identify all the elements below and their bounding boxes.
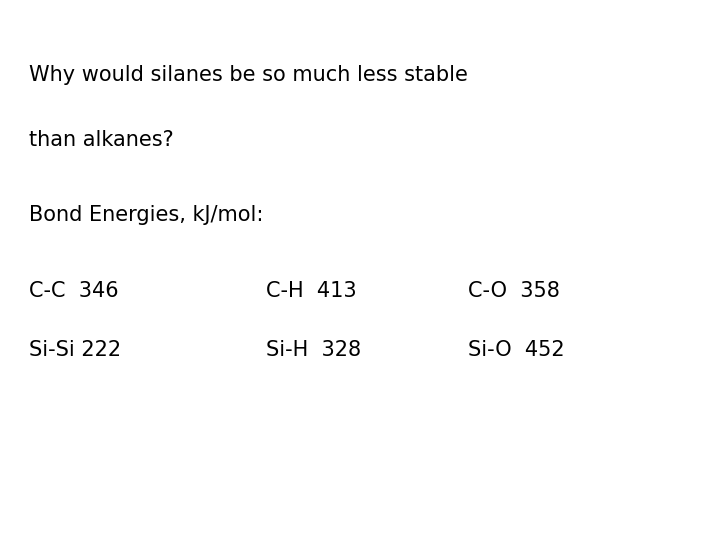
Text: Si-O  452: Si-O 452 (468, 340, 564, 360)
Text: Si-H  328: Si-H 328 (266, 340, 361, 360)
Text: than alkanes?: than alkanes? (29, 130, 174, 150)
Text: C-C  346: C-C 346 (29, 281, 118, 301)
Text: C-H  413: C-H 413 (266, 281, 357, 301)
Text: Bond Energies, kJ/mol:: Bond Energies, kJ/mol: (29, 205, 264, 225)
Text: Si-Si 222: Si-Si 222 (29, 340, 121, 360)
Text: C-O  358: C-O 358 (468, 281, 560, 301)
Text: Why would silanes be so much less stable: Why would silanes be so much less stable (29, 65, 468, 85)
